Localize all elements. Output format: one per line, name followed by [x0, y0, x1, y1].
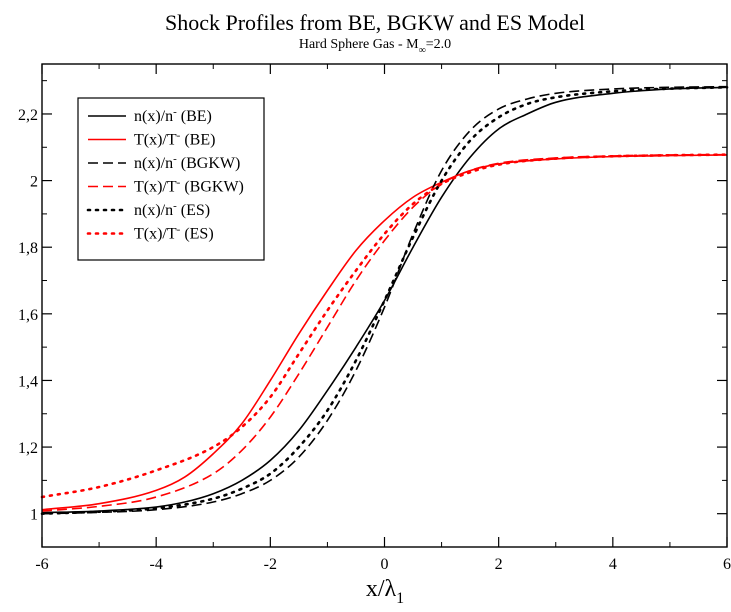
- legend-label-main: n(x)/n: [134, 155, 173, 172]
- legend-label-sup: -: [173, 153, 177, 165]
- legend-label-tail: (ES): [177, 202, 210, 219]
- y-tick-label: 1,4: [18, 373, 38, 390]
- legend-label-5: n(x)/n- (ES): [134, 200, 210, 219]
- legend-label-main: T(x)/T: [134, 226, 177, 243]
- y-tick-label: 1,8: [18, 240, 38, 257]
- legend-label-tail: (BE): [180, 132, 215, 149]
- x-tick-label: -4: [150, 556, 163, 573]
- legend-label-tail: (BE): [177, 108, 212, 125]
- chart-subtitle: Hard Sphere Gas - M∞=2.0: [299, 37, 451, 56]
- series-line-1: [41, 86, 728, 514]
- y-tick-label: 1: [30, 507, 38, 524]
- y-tick-label: 1,6: [18, 307, 38, 324]
- series-line-3: [41, 85, 728, 515]
- legend-label-sup: -: [173, 200, 177, 212]
- x-axis-label-main: x/λ: [366, 576, 397, 602]
- y-tick-label: 2: [30, 174, 38, 191]
- legend-label-main: T(x)/T: [134, 132, 177, 149]
- x-tick-label: -6: [35, 556, 48, 573]
- x-tick-label: 4: [609, 556, 617, 573]
- plot-area: [40, 85, 729, 515]
- axes: -6 -4 -2 0 2 4 6 1 1,2 1,4 1,6 1,8 2 2,2: [18, 63, 731, 573]
- chart-title: Shock Profiles from BE, BGKW and ES Mode…: [165, 10, 585, 35]
- subtitle-subscript: ∞: [419, 45, 426, 56]
- subtitle-main: Hard Sphere Gas - M: [299, 37, 419, 52]
- legend-label-main: T(x)/T: [134, 179, 177, 196]
- legend-label-sup: -: [177, 130, 181, 142]
- y-tick-label: 2,2: [18, 107, 38, 124]
- y-tick-label: 1,2: [18, 440, 38, 457]
- x-axis-label-subscript: 1: [396, 590, 404, 607]
- legend-box: [77, 97, 265, 261]
- legend-label-1: n(x)/n- (BE): [134, 106, 212, 125]
- legend-label-sup: -: [177, 224, 181, 236]
- legend-label-tail: (BGKW): [180, 179, 244, 196]
- series-line-4: [41, 153, 728, 512]
- legend-label-main: n(x)/n: [134, 202, 173, 219]
- legend-label-6: T(x)/T- (ES): [134, 224, 214, 243]
- legend-label-4: T(x)/T- (BGKW): [134, 177, 244, 196]
- x-tick-label: -2: [264, 556, 277, 573]
- x-tick-label: 2: [495, 556, 503, 573]
- subtitle-tail: =2.0: [426, 37, 451, 52]
- legend-label-tail: (ES): [180, 226, 213, 243]
- series-line-6: [40, 153, 729, 499]
- x-tick-label: 0: [381, 556, 389, 573]
- legend-label-3: n(x)/n- (BGKW): [134, 153, 240, 172]
- legend-label-sup: -: [173, 106, 177, 118]
- legend-label-2: T(x)/T- (BE): [134, 130, 215, 149]
- x-axis-label: x/λ1: [366, 576, 404, 607]
- x-tick-label: 6: [723, 556, 731, 573]
- legend-label-tail: (BGKW): [177, 155, 241, 172]
- legend-label-sup: -: [177, 177, 181, 189]
- legend-label-main: n(x)/n: [134, 108, 173, 125]
- legend: n(x)/n- (BE)T(x)/T- (BE)n(x)/n- (BGKW)T(…: [77, 97, 265, 261]
